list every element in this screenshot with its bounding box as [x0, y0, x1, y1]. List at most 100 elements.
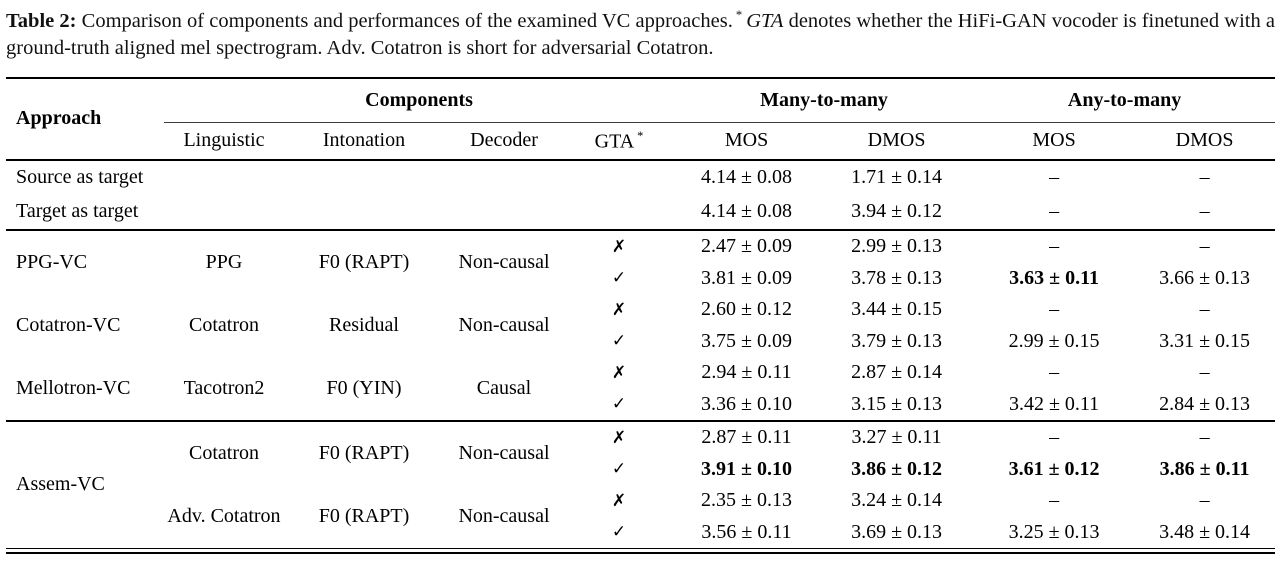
cell-mos-many: 3.75 ± 0.09: [701, 329, 793, 352]
cell-dmos-any: 3.48 ± 0.14: [1159, 520, 1251, 543]
cell-dmos-any: –: [1134, 228, 1276, 263]
cell-dmos-any: 2.84 ± 0.13: [1159, 392, 1251, 415]
cell-decoder: Non-causal: [444, 419, 564, 485]
cell-decoder: Non-causal: [458, 313, 550, 336]
cell-linguistic: PPG: [164, 228, 284, 294]
table-row-ppg-vc-gta: ✓ 3.81 ± 0.09 3.78 ± 0.13 3.63 ± 0.11 3.…: [6, 262, 1275, 294]
col-header-decoder: Decoder: [444, 122, 564, 161]
cell-approach: PPG-VC: [6, 228, 164, 294]
cell-dmos-many: 2.87 ± 0.14: [851, 361, 943, 384]
table-bottom-rule: [6, 551, 1275, 555]
cell-mos-many: 2.35 ± 0.13: [701, 489, 793, 512]
cell-mos-any: –: [1049, 489, 1060, 512]
cell-mos-any: 2.99 ± 0.15: [1008, 329, 1100, 352]
gta-cross-icon: ✗: [611, 299, 627, 320]
cell-mos-many: 2.94 ± 0.11: [701, 361, 792, 384]
gta-check-icon: ✓: [611, 459, 627, 480]
table-row-assem-vc-adv-cotatron-no-gta: Adv. Cotatron F0 (RAPT) Non-causal ✗ 2.3…: [6, 485, 1275, 527]
caption-sentence-2: denotes whether the HiFi-GAN vocoder is …: [6, 9, 1276, 59]
cell-dmos-any: 3.31 ± 0.15: [1159, 329, 1251, 352]
cell-dmos-many: 3.44 ± 0.15: [851, 298, 943, 321]
cell-dmos-any: –: [1199, 200, 1210, 223]
cell-dmos-many: 3.69 ± 0.13: [851, 520, 943, 543]
cell-linguistic: Cotatron: [189, 313, 259, 336]
cell-dmos-many: 3.94 ± 0.12: [851, 200, 943, 223]
cell-dmos-many: 1.71 ± 0.14: [851, 166, 943, 189]
table-row-mellotron-vc-no-gta: Mellotron-VC Tacotron2 F0 (YIN) Causal ✗…: [6, 357, 1275, 399]
cell-dmos-many: 2.99 ± 0.13: [819, 228, 975, 263]
table-row-cotatron-vc-gta: ✓ 3.75 ± 0.09 3.79 ± 0.13 2.99 ± 0.15 3.…: [6, 325, 1275, 357]
gta-cross-icon: ✗: [564, 419, 675, 454]
gta-check-icon: ✓: [611, 331, 627, 352]
col-header-mos-any: MOS: [974, 122, 1135, 161]
cell-dmos-any: –: [1199, 489, 1210, 512]
cell-dmos-many: 3.15 ± 0.13: [851, 392, 943, 415]
cell-dmos-any: 3.66 ± 0.13: [1159, 266, 1251, 289]
cell-mos-any: –: [1049, 200, 1060, 223]
caption-gta-term: GTA: [746, 9, 784, 32]
cell-approach: Source as target: [16, 166, 144, 189]
cell-mos-many: 3.91 ± 0.10: [701, 457, 793, 480]
gta-footnote-mark: *: [637, 128, 644, 143]
col-header-mos-many: MOS: [674, 122, 820, 161]
cell-dmos-many: 3.86 ± 0.12: [851, 457, 943, 480]
header-group-row: Approach Components Many-to-many Any-to-…: [6, 77, 1276, 161]
table-caption: Table 2: Comparison of components and pe…: [6, 7, 1275, 62]
comparison-table-wrapper: Approach Components Many-to-many Any-to-…: [6, 76, 1276, 555]
empty-cell: [164, 195, 674, 230]
cell-mos-any: 3.42 ± 0.11: [1008, 392, 1100, 415]
col-header-dmos-many: DMOS: [819, 122, 975, 161]
cell-mos-any: –: [1049, 361, 1060, 384]
cell-dmos-many: 3.79 ± 0.13: [851, 329, 943, 352]
table-row-assem-vc-cotatron-no-gta: Assem-VC Cotatron F0 (RAPT) Non-causal ✗…: [6, 419, 1276, 549]
cell-mos-any: 3.63 ± 0.11: [1009, 266, 1099, 289]
table-row-source-as-target: Source as target 4.14 ± 0.08 1.71 ± 0.14…: [6, 160, 1275, 195]
cell-dmos-any: –: [1199, 298, 1210, 321]
cell-intonation: F0 (RAPT): [318, 504, 410, 527]
col-header-dmos-any: DMOS: [1134, 122, 1276, 161]
col-group-many-to-many: Many-to-many: [674, 77, 975, 123]
cell-approach: Target as target: [16, 200, 139, 223]
cell-mos-any: 3.61 ± 0.12: [1008, 457, 1100, 480]
gta-cross-icon: ✗: [611, 490, 627, 511]
caption-sentence-1: Comparison of components and performance…: [81, 9, 733, 32]
col-header-intonation: Intonation: [284, 122, 444, 161]
cell-intonation: F0 (YIN): [326, 376, 402, 399]
caption-label: Table 2: [6, 9, 70, 32]
table-row-mellotron-vc-gta: ✓ 3.36 ± 0.10 3.15 ± 0.13 3.42 ± 0.11 2.…: [6, 388, 1275, 421]
comparison-table: Approach Components Many-to-many Any-to-…: [6, 76, 1276, 549]
cell-dmos-many: 3.78 ± 0.13: [851, 266, 943, 289]
cell-mos-any: –: [1049, 166, 1060, 189]
table-row-assem-vc-adv-cotatron-gta: ✓ 3.56 ± 0.11 3.69 ± 0.13 3.25 ± 0.13 3.…: [6, 516, 1275, 548]
cell-mos-many: 2.47 ± 0.09: [674, 228, 820, 263]
cell-mos-many: 2.87 ± 0.11: [674, 419, 820, 454]
cell-mos-many: 3.36 ± 0.10: [701, 392, 793, 415]
col-header-gta: GTA *: [564, 122, 675, 161]
cell-dmos-many: 3.24 ± 0.14: [851, 489, 943, 512]
cell-mos-any: –: [974, 419, 1135, 454]
col-header-linguistic: Linguistic: [164, 122, 284, 161]
gta-cross-icon: ✗: [611, 362, 627, 383]
table-row-target-as-target: Target as target 4.14 ± 0.08 3.94 ± 0.12…: [6, 195, 1275, 230]
caption-footnote-mark: *: [735, 8, 743, 22]
gta-cross-icon: ✗: [564, 228, 675, 263]
cell-intonation: F0 (RAPT): [284, 419, 444, 485]
cell-dmos-any: –: [1199, 361, 1210, 384]
cell-mos-many: 3.56 ± 0.11: [701, 520, 792, 543]
col-header-approach: Approach: [6, 77, 164, 161]
empty-cell: [164, 160, 674, 195]
cell-decoder: Non-causal: [458, 504, 550, 527]
cell-mos-any: –: [974, 228, 1135, 263]
cell-dmos-any: –: [1199, 166, 1210, 189]
cell-intonation: F0 (RAPT): [284, 228, 444, 294]
cell-dmos-many: 3.27 ± 0.11: [819, 419, 975, 454]
cell-decoder: Causal: [476, 376, 532, 399]
cell-mos-many: 4.14 ± 0.08: [701, 166, 793, 189]
cell-linguistic: Tacotron2: [183, 376, 265, 399]
cell-mos-any: –: [1049, 298, 1060, 321]
cell-mos-many: 3.81 ± 0.09: [701, 266, 793, 289]
gta-check-icon: ✓: [611, 394, 627, 415]
cell-mos-any: 3.25 ± 0.13: [1008, 520, 1100, 543]
gta-check-icon: ✓: [611, 522, 627, 543]
cell-decoder: Non-causal: [444, 228, 564, 294]
